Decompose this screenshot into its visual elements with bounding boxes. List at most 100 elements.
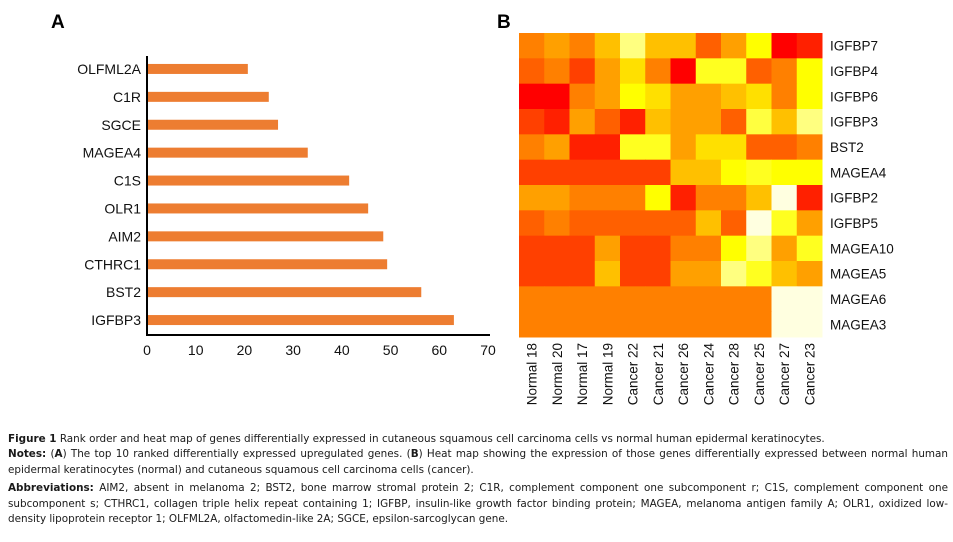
heatmap-cell bbox=[771, 159, 798, 186]
heatmap-cell bbox=[544, 159, 570, 186]
heatmap-cell bbox=[721, 210, 747, 237]
column-label: Normal 18 bbox=[525, 343, 540, 405]
heatmap-cell bbox=[796, 286, 823, 313]
heatmap-cell bbox=[569, 33, 596, 59]
heatmap-cell bbox=[746, 235, 772, 262]
heatmap-cell bbox=[569, 83, 596, 110]
notes-text-3: ) Heat map showing the expression of tho… bbox=[8, 448, 949, 476]
category-label: SGCE bbox=[101, 117, 141, 133]
heatmap-cell bbox=[569, 210, 596, 237]
heatmap-cell bbox=[594, 210, 621, 237]
heatmap-cell bbox=[620, 311, 646, 338]
heatmap-cell bbox=[670, 109, 697, 135]
heatmap-cell bbox=[670, 286, 697, 313]
heatmap-cell bbox=[544, 261, 570, 287]
heatmap-cell bbox=[746, 134, 772, 161]
heatmap-cell bbox=[519, 185, 545, 211]
heatmap-cell bbox=[670, 210, 697, 237]
row-label: IGFBP5 bbox=[830, 216, 878, 231]
heatmap-cell bbox=[594, 286, 621, 313]
heatmap-cell bbox=[519, 134, 545, 161]
category-label: OLFML2A bbox=[77, 61, 141, 77]
heatmap-cell bbox=[670, 185, 697, 211]
heatmap-cell bbox=[695, 235, 722, 262]
heatmap-cell bbox=[569, 185, 596, 211]
heatmap-cell bbox=[695, 261, 722, 287]
heatmap-cell bbox=[746, 286, 772, 313]
heatmap-cell bbox=[620, 33, 646, 59]
heatmap-cell bbox=[771, 311, 798, 338]
heatmap-cell bbox=[645, 210, 671, 237]
row-label: MAGEA5 bbox=[830, 267, 886, 282]
heatmap-cell bbox=[771, 58, 798, 85]
heatmap-cell bbox=[620, 210, 646, 237]
heatmap-cell bbox=[721, 159, 747, 186]
heatmap-cell bbox=[695, 83, 722, 110]
heatmap-cell bbox=[594, 109, 621, 135]
heatmap-cell bbox=[620, 235, 646, 262]
notes-label: Notes: bbox=[8, 448, 47, 461]
heatmap-cell bbox=[746, 210, 772, 237]
heatmap-cell bbox=[796, 185, 823, 211]
heatmap-cell bbox=[544, 109, 570, 135]
heatmap-cell bbox=[519, 311, 545, 338]
row-label: IGFBP7 bbox=[830, 39, 878, 54]
caption-abbreviations: Abbreviations: AIM2, absent in melanoma … bbox=[8, 481, 948, 527]
heatmap-cell bbox=[746, 83, 772, 110]
figure-label: Figure 1 bbox=[8, 433, 57, 445]
heatmap-cell bbox=[670, 33, 697, 59]
heatmap-cell bbox=[771, 185, 798, 211]
heatmap-cell bbox=[796, 33, 823, 59]
bar-chart-a: OLFML2A C1R SGCE MAGEA4 C1S OLR1 AIM2 CTHRC1 BST… bbox=[77, 56, 496, 358]
heatmap-cell bbox=[721, 235, 747, 262]
heatmap-cell bbox=[544, 210, 570, 237]
heatmap-cell bbox=[695, 58, 722, 85]
heatmap-cell bbox=[746, 261, 772, 287]
heatmap-cell bbox=[796, 235, 823, 262]
category-label: BST2 bbox=[106, 284, 141, 300]
heatmap-cell bbox=[645, 235, 671, 262]
row-label: IGFBP6 bbox=[830, 89, 878, 104]
heatmap-b: IGFBP7 IGFBP4 IGFBP6 IGFBP3 BST2 MAGEA4 IGFBP2… bbox=[519, 33, 894, 405]
heatmap-cell bbox=[771, 235, 798, 262]
heatmap-cell bbox=[721, 286, 747, 313]
bar-olfml2a bbox=[147, 63, 248, 74]
heatmap-cell bbox=[771, 261, 798, 287]
heatmap-cell bbox=[695, 185, 722, 211]
category-label: CTHRC1 bbox=[84, 256, 141, 272]
bar-igfbp3 bbox=[147, 315, 454, 326]
heatmap-cell bbox=[569, 235, 596, 262]
heatmap-cell bbox=[620, 109, 646, 135]
heatmap-cell bbox=[594, 58, 621, 85]
heatmap-cell bbox=[670, 311, 697, 338]
x-tick-label: 60 bbox=[431, 342, 447, 358]
heatmap-cell bbox=[519, 159, 545, 186]
heatmap-cell bbox=[519, 109, 545, 135]
heatmap-cell bbox=[670, 83, 697, 110]
x-tick-label: 20 bbox=[237, 342, 253, 358]
notes-ref-a: A bbox=[54, 448, 63, 461]
heatmap-cell bbox=[620, 286, 646, 313]
row-label: IGFBP3 bbox=[830, 115, 878, 130]
heatmap-cell bbox=[746, 311, 772, 338]
heatmap-cell bbox=[544, 185, 570, 211]
heatmap-cell bbox=[695, 134, 722, 161]
column-label: Cancer 28 bbox=[727, 343, 742, 405]
heatmap-cell bbox=[721, 83, 747, 110]
column-label: Cancer 27 bbox=[777, 343, 792, 405]
heatmap-cell bbox=[721, 261, 747, 287]
category-label: OLR1 bbox=[104, 200, 141, 216]
row-label: MAGEA6 bbox=[830, 292, 886, 307]
column-label: Cancer 21 bbox=[651, 343, 666, 405]
heatmap-cell bbox=[721, 58, 747, 85]
column-label: Cancer 25 bbox=[752, 343, 767, 405]
heatmap-cell bbox=[796, 109, 823, 135]
heatmap-cell bbox=[519, 33, 545, 59]
heatmap-cell bbox=[519, 210, 545, 237]
category-label: C1R bbox=[113, 89, 141, 105]
heatmap-cell bbox=[771, 33, 798, 59]
heatmap-cell bbox=[569, 134, 596, 161]
x-tick-label: 70 bbox=[480, 342, 496, 358]
heatmap-cell bbox=[620, 58, 646, 85]
notes-text-2: ) The top 10 ranked differentially expre… bbox=[62, 448, 411, 461]
